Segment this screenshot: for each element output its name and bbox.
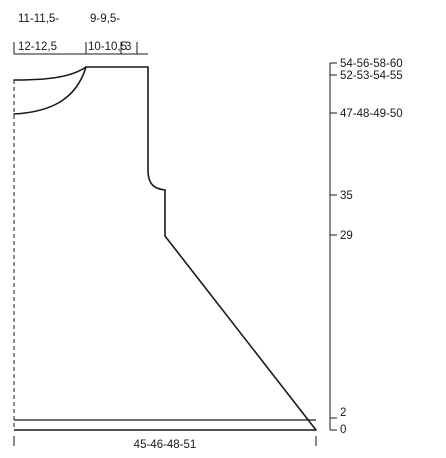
height-label-total: 54-56-58-60 [340,58,403,70]
height-label-waist: 29 [340,230,353,242]
bottom-measurement-bracket [13,436,317,446]
height-label-rib: 2 [340,407,346,419]
height-label-armhole: 35 [340,190,353,202]
armhole-curve [147,66,166,191]
height-ruler [329,62,337,431]
height-label-base: 0 [340,424,346,436]
front-neckline-curve [13,66,87,115]
height-label-neck-front: 47-48-49-50 [340,108,403,120]
neck-width-label-line2: 10-10,5 [88,41,127,53]
top-measurement-brackets [13,42,148,55]
hem-width-label: 45-46-48-51 [134,439,197,451]
garment-outline [13,66,317,431]
height-label-shoulder: 52-53-54-55 [340,70,403,82]
shoulder-width-label-line1: 11-11,5- [18,13,59,25]
neck-width-label-line1: 9-9,5- [90,13,120,25]
back-neckline-curve [13,66,87,81]
side-seam-flare [164,235,317,431]
neck-depth-offset-label: 3 [125,41,131,53]
shoulder-width-label-line2: 12-12,5 [18,41,57,53]
